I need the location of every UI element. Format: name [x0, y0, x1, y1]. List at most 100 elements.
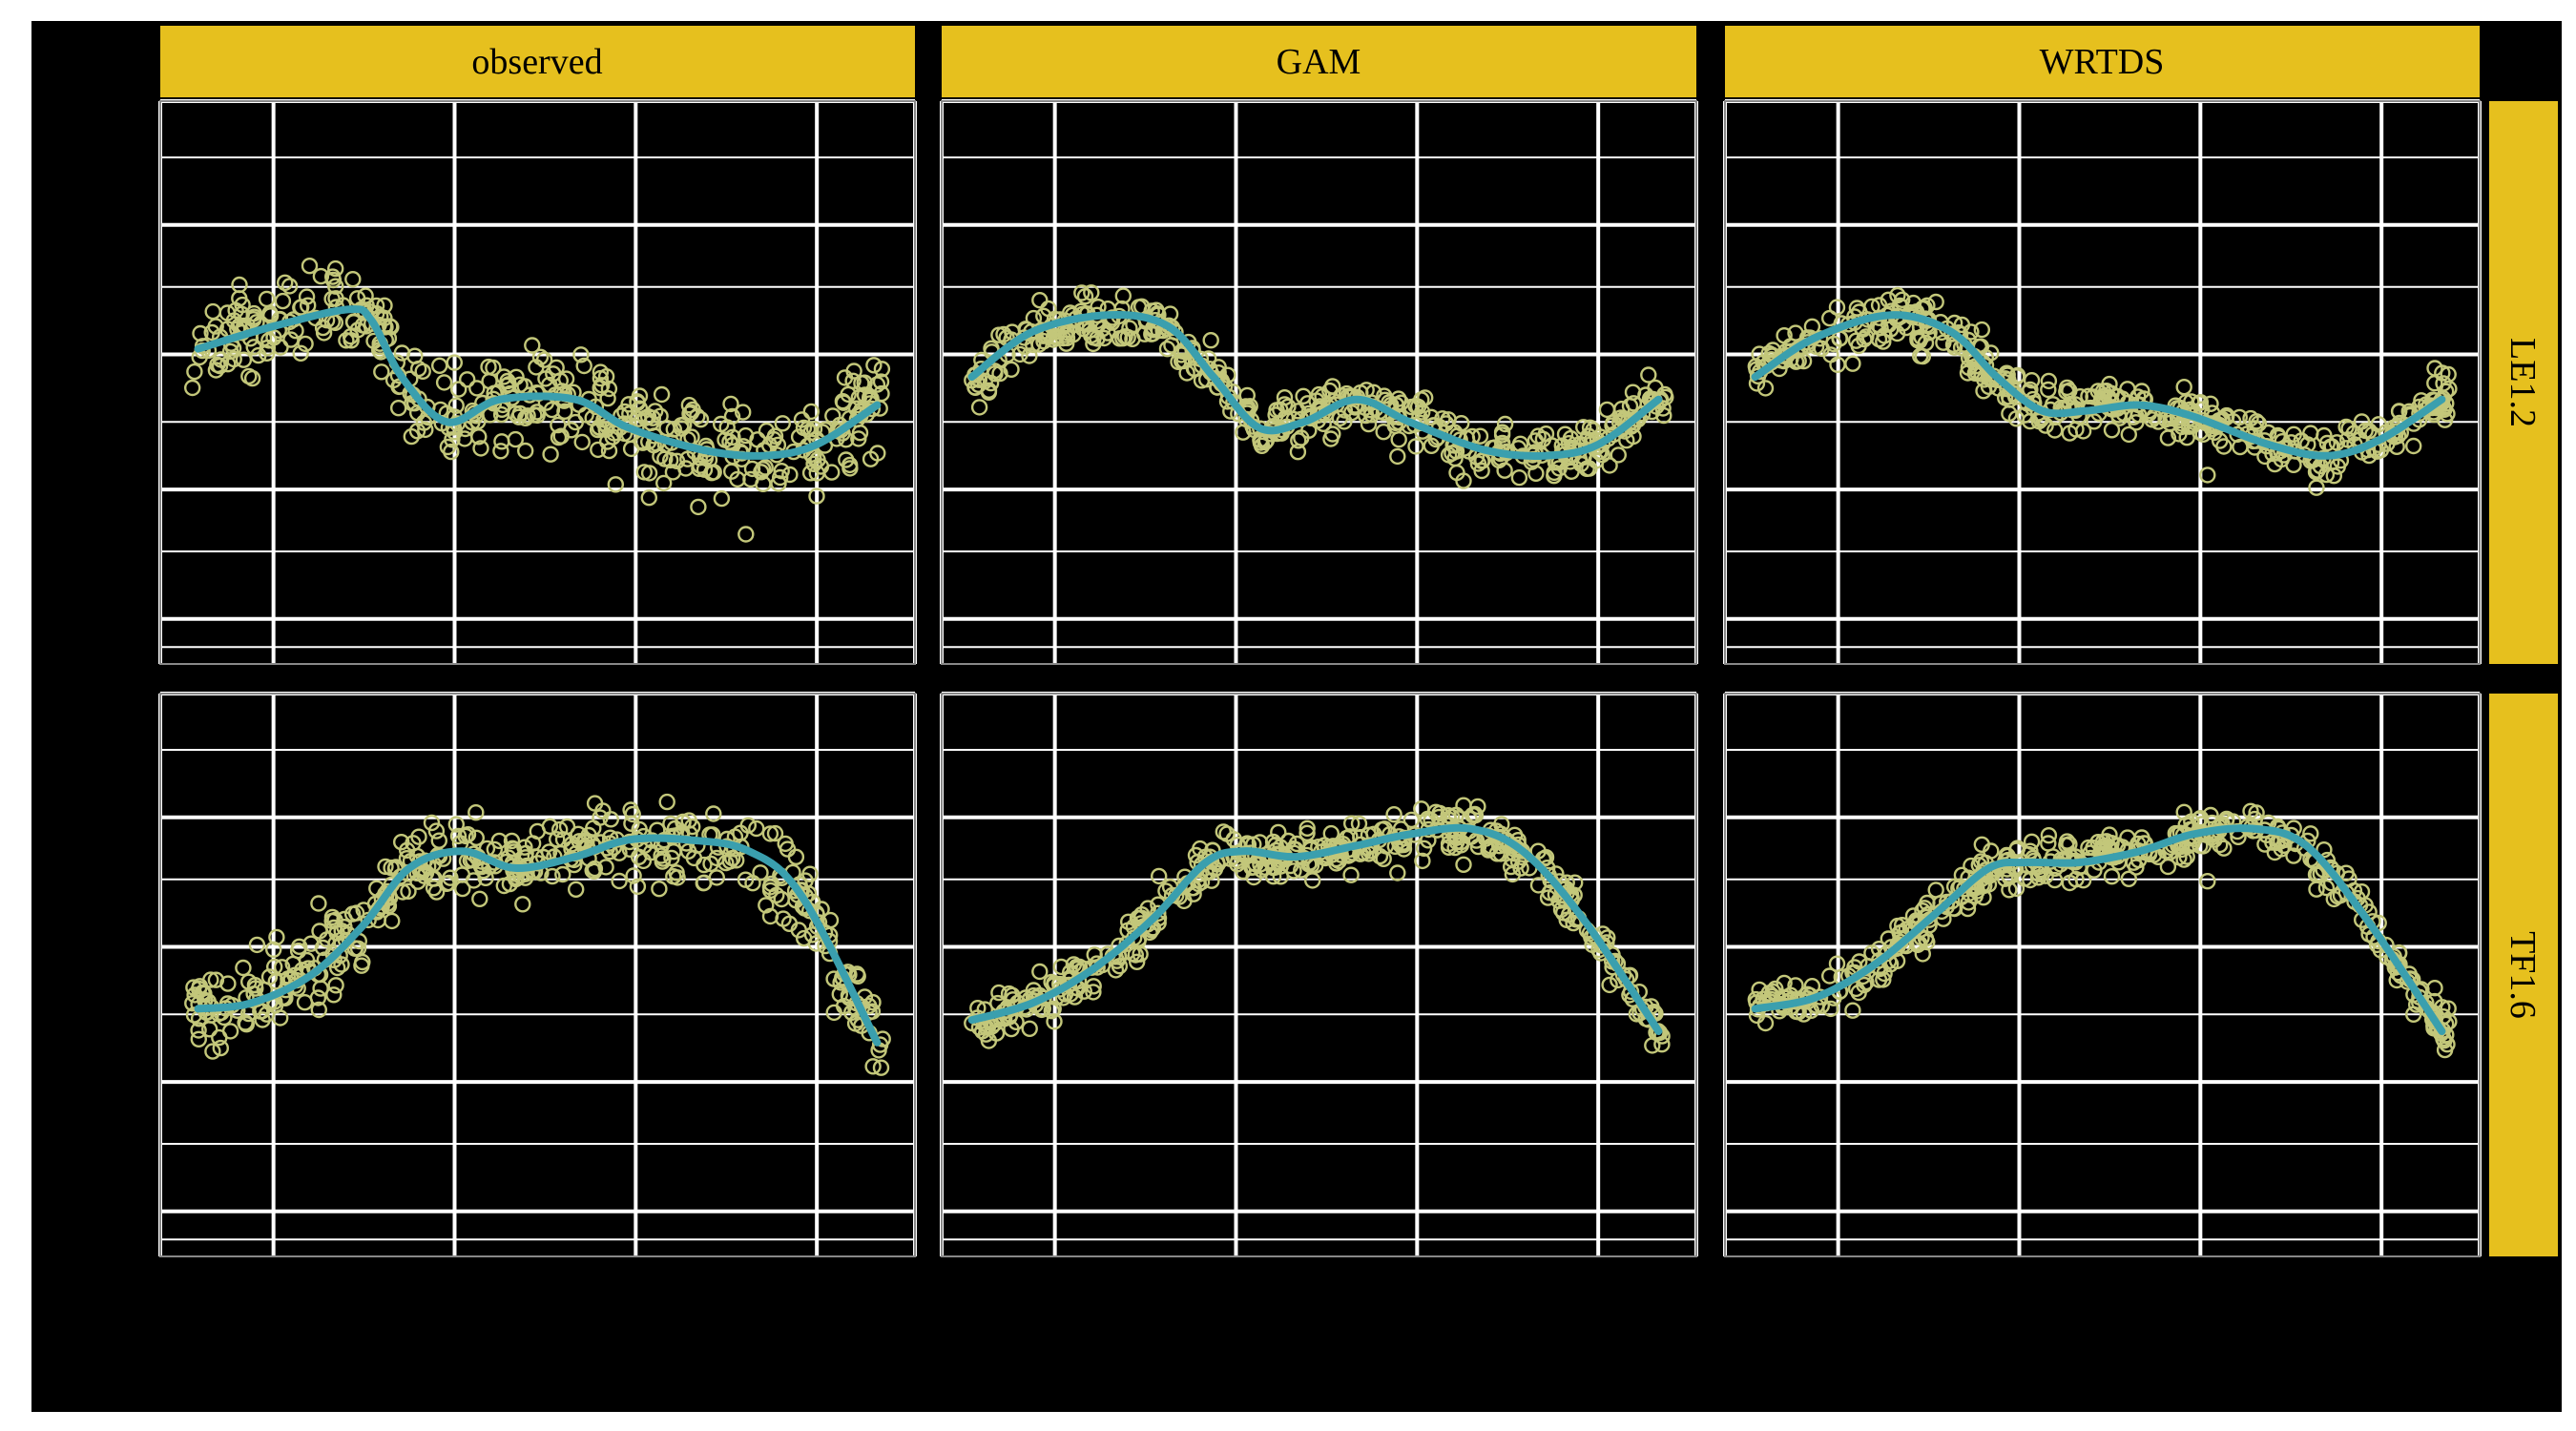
data-point	[1529, 427, 1547, 445]
data-point	[865, 357, 883, 374]
panel-border	[941, 100, 1697, 665]
data-point	[190, 1030, 208, 1048]
data-point	[393, 834, 410, 851]
data-point	[1045, 1000, 1062, 1018]
strip-label-tf16: TF1.6	[2503, 931, 2543, 1019]
data-point	[848, 410, 866, 428]
data-point	[544, 867, 561, 885]
data-point	[705, 805, 722, 822]
data-point	[761, 825, 779, 842]
data-point	[2001, 868, 2018, 885]
data-point	[2317, 879, 2336, 897]
data-point	[622, 801, 639, 819]
data-point	[790, 428, 808, 446]
data-point	[219, 975, 237, 992]
panel-background	[942, 694, 1696, 1256]
data-point	[1909, 936, 1926, 954]
data-point	[2318, 434, 2337, 452]
data-point	[597, 859, 614, 876]
data-point	[1111, 958, 1129, 975]
data-point	[435, 374, 453, 391]
smooth-trend-line	[194, 305, 882, 460]
data-point	[766, 824, 784, 842]
data-point	[296, 993, 314, 1011]
data-point	[801, 865, 819, 882]
data-point	[265, 941, 282, 958]
data-point	[654, 853, 671, 870]
data-point	[373, 363, 390, 381]
data-point	[679, 450, 696, 467]
data-point	[2340, 420, 2358, 437]
data-point	[1983, 842, 2000, 860]
data-point	[260, 968, 279, 985]
data-point	[1909, 331, 1926, 349]
data-point	[1402, 811, 1421, 829]
data-point	[1440, 807, 1457, 824]
data-point	[1512, 860, 1529, 877]
data-point	[266, 958, 283, 976]
data-point	[805, 448, 822, 467]
data-point	[2440, 1000, 2457, 1017]
data-point	[761, 907, 779, 925]
data-point	[1111, 330, 1129, 347]
data-point	[780, 915, 799, 932]
data-point	[400, 882, 417, 900]
smooth-trend-line	[1751, 311, 2446, 460]
data-point	[655, 474, 673, 492]
data-point	[1253, 861, 1271, 879]
data-point	[739, 817, 757, 834]
panel-wrtds-tf16	[1723, 692, 2482, 1257]
data-point	[450, 381, 467, 398]
data-point	[550, 416, 567, 434]
data-point	[696, 874, 713, 891]
data-point	[1375, 850, 1392, 867]
data-point	[801, 465, 820, 482]
data-point	[508, 368, 525, 385]
data-point	[2436, 1041, 2454, 1059]
data-point	[742, 470, 759, 488]
panel-border	[159, 693, 916, 1257]
data-point	[584, 409, 601, 426]
data-point	[2192, 837, 2209, 855]
data-point	[482, 406, 499, 424]
data-point	[2022, 842, 2039, 860]
data-point	[357, 287, 374, 304]
data-point	[864, 1058, 882, 1075]
data-point	[315, 324, 333, 342]
data-point	[2308, 479, 2325, 496]
data-point	[517, 442, 534, 460]
data-point	[468, 380, 486, 397]
data-point	[548, 359, 565, 376]
data-point	[2175, 851, 2192, 868]
data-point	[354, 317, 372, 334]
data-point	[1751, 981, 1768, 999]
data-point	[529, 404, 546, 421]
data-point	[297, 335, 314, 353]
data-point	[1448, 833, 1465, 851]
data-point	[417, 421, 434, 439]
data-point	[490, 832, 508, 850]
data-point	[980, 1032, 998, 1049]
data-point	[2413, 392, 2430, 409]
data-point	[1581, 419, 1599, 436]
data-point	[1124, 330, 1141, 347]
data-point	[1466, 806, 1485, 824]
data-point	[787, 848, 805, 865]
data-point	[254, 1011, 271, 1028]
data-point	[1288, 835, 1306, 853]
data-point	[1565, 914, 1582, 932]
data-point	[620, 396, 637, 413]
data-point	[841, 456, 859, 474]
data-point	[1238, 386, 1257, 404]
data-point	[231, 276, 248, 294]
data-point	[629, 394, 646, 411]
data-point	[2040, 827, 2058, 844]
data-point	[2125, 408, 2143, 425]
data-point	[258, 290, 276, 308]
data-point	[1963, 323, 1980, 341]
data-point	[1919, 933, 1936, 951]
data-point	[480, 358, 497, 376]
data-point	[495, 877, 512, 895]
data-point	[467, 829, 485, 846]
data-point	[327, 259, 344, 278]
